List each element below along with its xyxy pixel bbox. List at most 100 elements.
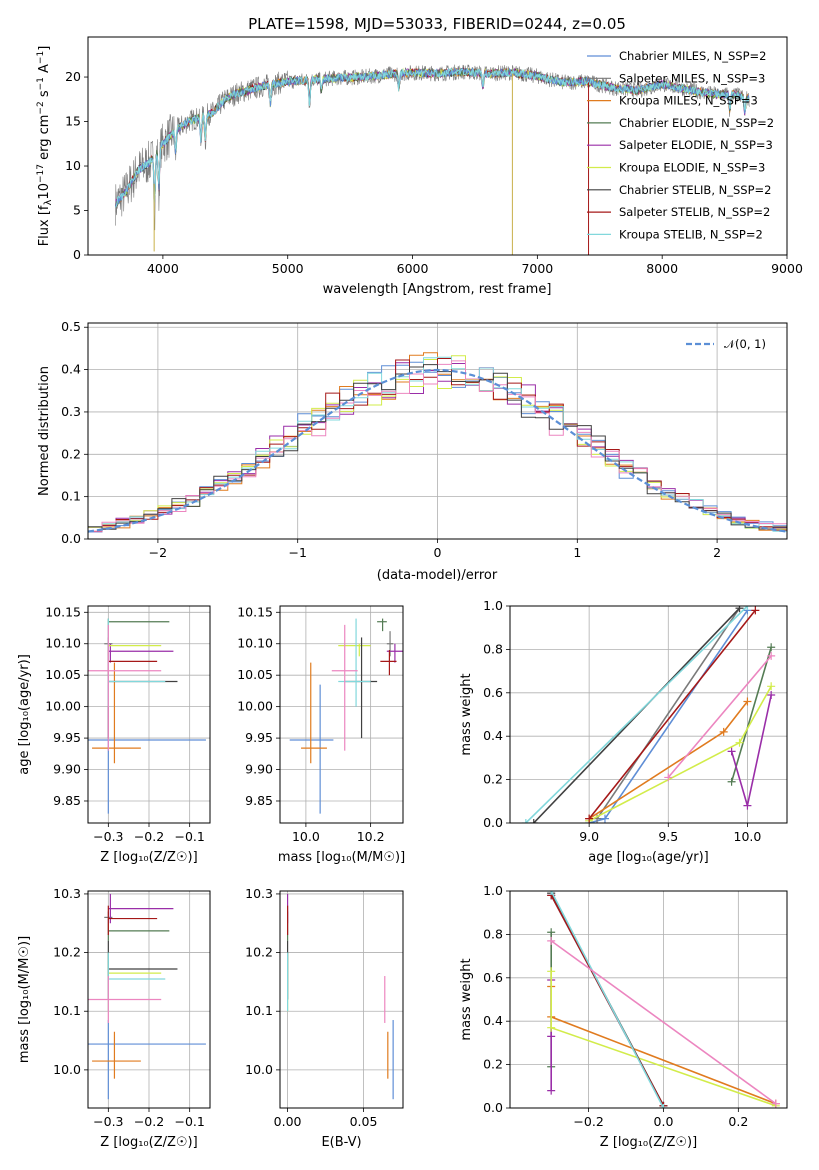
weight-point-pink xyxy=(664,773,673,782)
weight-point-kroupa-miles xyxy=(743,697,752,706)
legend-label-chabrier-miles: Chabrier MILES, N_SSP=2 xyxy=(619,49,766,63)
plot-marks xyxy=(88,618,206,814)
weight-point-salpeter-stelib xyxy=(751,606,760,615)
x-tick-label: −0.1 xyxy=(174,829,204,844)
weight-line-pink xyxy=(550,940,777,1105)
weight-point-kroupa-stelib xyxy=(547,891,556,895)
x-tick-label: 0.2 xyxy=(728,1114,748,1129)
x-tick-label: −0.2 xyxy=(134,1114,164,1129)
y-tick-label: 0.0 xyxy=(483,1100,503,1115)
y-tick-label: 10.15 xyxy=(237,604,273,619)
axes-frame xyxy=(87,605,211,824)
y-tick-label: 9.95 xyxy=(53,730,81,745)
weight-point-salpeter-elodie xyxy=(727,747,736,756)
x-tick-label: 0 xyxy=(434,545,442,560)
weight-line-salpeter-elodie xyxy=(730,694,772,806)
legend-label-salpeter-stelib: Salpeter STELIB, N_SSP=2 xyxy=(619,205,770,219)
weight-point-salpeter-stelib xyxy=(585,814,594,823)
y-tick-label: 1.0 xyxy=(483,883,503,898)
model-spectrum-chabrier-miles xyxy=(115,67,750,208)
y-tick-label: 10.10 xyxy=(237,636,273,651)
y-tick-label: 0.8 xyxy=(483,926,503,941)
x-tick-label: −0.2 xyxy=(573,1114,603,1129)
y-tick-label: 10.0 xyxy=(53,1062,81,1077)
y-tick-label: 10.10 xyxy=(45,636,81,651)
spectrum-axes xyxy=(87,36,788,256)
x-tick-label: 5000 xyxy=(272,261,304,276)
y-tick-label: 10.2 xyxy=(245,945,273,960)
normal-legend-label: 𝒩(0, 1) xyxy=(724,337,766,351)
histogram-chabrier-stelib xyxy=(87,364,787,539)
y-axis-label: mass weight xyxy=(459,958,474,1040)
axes-frame xyxy=(279,605,404,824)
y-tick-label: 10.3 xyxy=(245,886,273,901)
y-tick-label: 10.05 xyxy=(237,667,273,682)
weight-point-chabrier-elodie xyxy=(727,777,736,786)
y-tick-label: 9.95 xyxy=(245,730,273,745)
weight-line-chabrier-elodie xyxy=(730,646,772,783)
y-tick-label: 10.2 xyxy=(53,945,81,960)
age-vs-Z-panel: −0.3 −0.2 −0.1 9.85 9.90 9.95 10.00 10.05 10.10 1… xyxy=(17,604,211,865)
y-tick-label: 5 xyxy=(73,203,81,218)
plot-marks xyxy=(521,606,776,823)
weight-point-kroupa-stelib xyxy=(521,819,530,823)
y-tick-label: 0.4 xyxy=(61,362,81,377)
y-tick-label: 0.2 xyxy=(61,446,81,461)
y-tick-label: 1.0 xyxy=(483,598,503,613)
y-tick-label: 0.1 xyxy=(61,489,81,504)
y-tick-label: 10.3 xyxy=(53,886,81,901)
weight-point-kroupa-elodie xyxy=(547,1023,556,1032)
weight-point-kroupa-miles xyxy=(719,727,728,736)
y-tick-label: 0 xyxy=(73,247,81,262)
y-axis-label: age [log₁₀(age/yr)] xyxy=(17,654,32,775)
x-axis-label: mass [log₁₀(M/M☉)] xyxy=(278,850,405,865)
normal-curve xyxy=(87,368,788,533)
x-tick-label: 7000 xyxy=(521,261,553,276)
weight-point-kroupa-elodie xyxy=(735,738,744,747)
plot-marks xyxy=(547,891,780,1108)
x-axis-label: Z [log₁₀(Z/Z☉)] xyxy=(100,850,197,865)
age-vs-mass-panel: 10.0 10.2 9.85 9.90 9.95 10.00 10.05 10.10 10.15… xyxy=(237,604,405,865)
weight-point-pink xyxy=(767,651,776,660)
x-tick-label: 8000 xyxy=(646,261,678,276)
x-tick-label: 4000 xyxy=(147,261,179,276)
weight-line-kroupa-stelib xyxy=(525,606,748,823)
spectrum-ylabel: Flux [fλ10−17 erg cm−2 s−1 A−1] xyxy=(36,46,54,247)
y-axis-label: mass [log₁₀(M/M☉)] xyxy=(17,936,32,1063)
y-tick-label: 10.05 xyxy=(45,667,81,682)
y-tick-label: 0.3 xyxy=(61,404,81,419)
x-tick-label: −0.3 xyxy=(93,829,123,844)
legend-label-kroupa-miles: Kroupa MILES, N_SSP=3 xyxy=(619,94,758,108)
weight-point-chabrier-stelib xyxy=(529,819,538,823)
plot-marks xyxy=(88,893,206,1100)
x-tick-label: −0.2 xyxy=(134,829,164,844)
x-tick-label: 2 xyxy=(713,545,721,560)
y-tick-label: 10.00 xyxy=(45,699,81,714)
axes-frame xyxy=(509,890,788,1109)
y-tick-label: 9.90 xyxy=(245,762,273,777)
weight-point-kroupa-stelib xyxy=(743,606,752,610)
x-tick-label: 6000 xyxy=(397,261,429,276)
weight-point-salpeter-elodie xyxy=(743,801,752,810)
legend-label-chabrier-stelib: Chabrier STELIB, N_SSP=2 xyxy=(619,183,771,197)
mass-vs-ebv-panel: 0.00 0.05 10.0 10.1 10.2 10.3 E(B-V) xyxy=(245,886,404,1150)
y-tick-label: 9.85 xyxy=(245,793,273,808)
plot-marks xyxy=(289,618,403,814)
y-axis-label: mass weight xyxy=(459,673,474,755)
y-tick-label: 9.85 xyxy=(53,793,81,808)
legend-label-chabrier-elodie: Chabrier ELODIE, N_SSP=2 xyxy=(619,116,774,130)
y-tick-label: 0.6 xyxy=(483,685,503,700)
y-tick-label: 0.8 xyxy=(483,641,503,656)
legend-label-salpeter-elodie: Salpeter ELODIE, N_SSP=3 xyxy=(619,138,773,152)
x-tick-label: −1 xyxy=(288,545,306,560)
axes-frame xyxy=(87,890,211,1109)
weight-line-salpeter-miles xyxy=(596,607,741,820)
weight-line-pink xyxy=(667,655,772,778)
weight-point-pink xyxy=(547,936,556,945)
x-axis-label: Z [log₁₀(Z/Z☉)] xyxy=(100,1135,197,1150)
weight-vs-age-panel: 9.0 9.5 10.0 0.0 0.2 0.4 0.6 0.8 1.0 age [log₁₀(a… xyxy=(459,598,788,865)
y-tick-label: 10.0 xyxy=(245,1062,273,1077)
x-tick-label: 0.05 xyxy=(350,1114,378,1129)
x-tick-label: 10.0 xyxy=(734,829,762,844)
